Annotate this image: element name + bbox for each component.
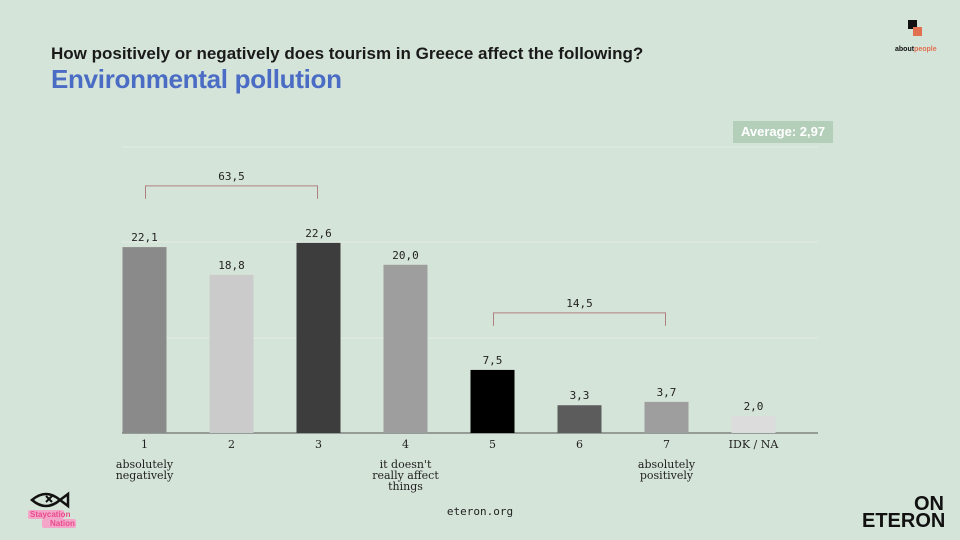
scale-anchor-label: negatively [116, 469, 174, 482]
scale-anchor-label: things [388, 480, 423, 493]
value-label: 7,5 [483, 354, 503, 367]
bar-5 [470, 369, 515, 433]
chart-question: How positively or negatively does touris… [51, 44, 644, 63]
value-label: 2,0 [744, 400, 764, 413]
average-badge: Average: 2,97 [733, 121, 834, 143]
bar-4 [383, 264, 428, 433]
aboutpeople-logo: aboutpeople [893, 20, 941, 56]
x-tick-label: 7 [663, 438, 670, 451]
scale-anchor-label: absolutely [116, 458, 174, 471]
logo-on-text: ON [914, 493, 944, 515]
value-label: 3,7 [657, 386, 677, 399]
logo-square-dark [908, 20, 917, 29]
value-label: 3,3 [570, 389, 590, 402]
x-tick-label: 3 [315, 438, 322, 451]
group-sum-label: 14,5 [566, 297, 593, 310]
value-label: 18,8 [218, 259, 245, 272]
x-tick-label: IDK / NA [729, 438, 780, 451]
logo-eteron-text: ETERON [862, 510, 946, 532]
fish-icon: Staycation Nation [28, 491, 76, 528]
x-tick-label: 2 [228, 438, 235, 451]
group-bracket [145, 185, 318, 199]
chart-subtitle: Environmental pollution [51, 64, 342, 94]
value-label: 22,1 [131, 231, 158, 244]
scale-anchor-label: absolutely [638, 458, 696, 471]
footer-url: eteron.org [446, 505, 514, 518]
scale-anchor-label: positively [640, 469, 694, 482]
scale-anchor-label: really affect [372, 469, 439, 482]
value-label: 22,6 [305, 227, 332, 240]
logo-square-orange [913, 27, 922, 36]
on-eteron-logo: ON ETERON [862, 493, 946, 532]
bar-1 [122, 247, 167, 433]
scale-anchor-label: it doesn't [380, 458, 432, 471]
logo-wordmark: aboutpeople [895, 46, 937, 53]
staycation-nation-logo: Staycation Nation [24, 486, 84, 530]
svg-text:Nation: Nation [50, 519, 75, 528]
x-tick-label: 1 [141, 438, 148, 451]
group-sum-label: 63,5 [218, 170, 245, 183]
bar-idk-na [731, 416, 776, 433]
bar-6 [557, 405, 602, 433]
x-tick-label: 5 [489, 438, 496, 451]
bar-2 [209, 274, 254, 433]
bar-3 [296, 242, 341, 433]
x-tick-label: 6 [576, 438, 583, 451]
svg-text:Staycation: Staycation [30, 510, 71, 519]
group-bracket [493, 312, 666, 326]
value-label: 20,0 [392, 249, 419, 262]
bar-7 [644, 401, 689, 433]
x-tick-label: 4 [402, 438, 409, 451]
